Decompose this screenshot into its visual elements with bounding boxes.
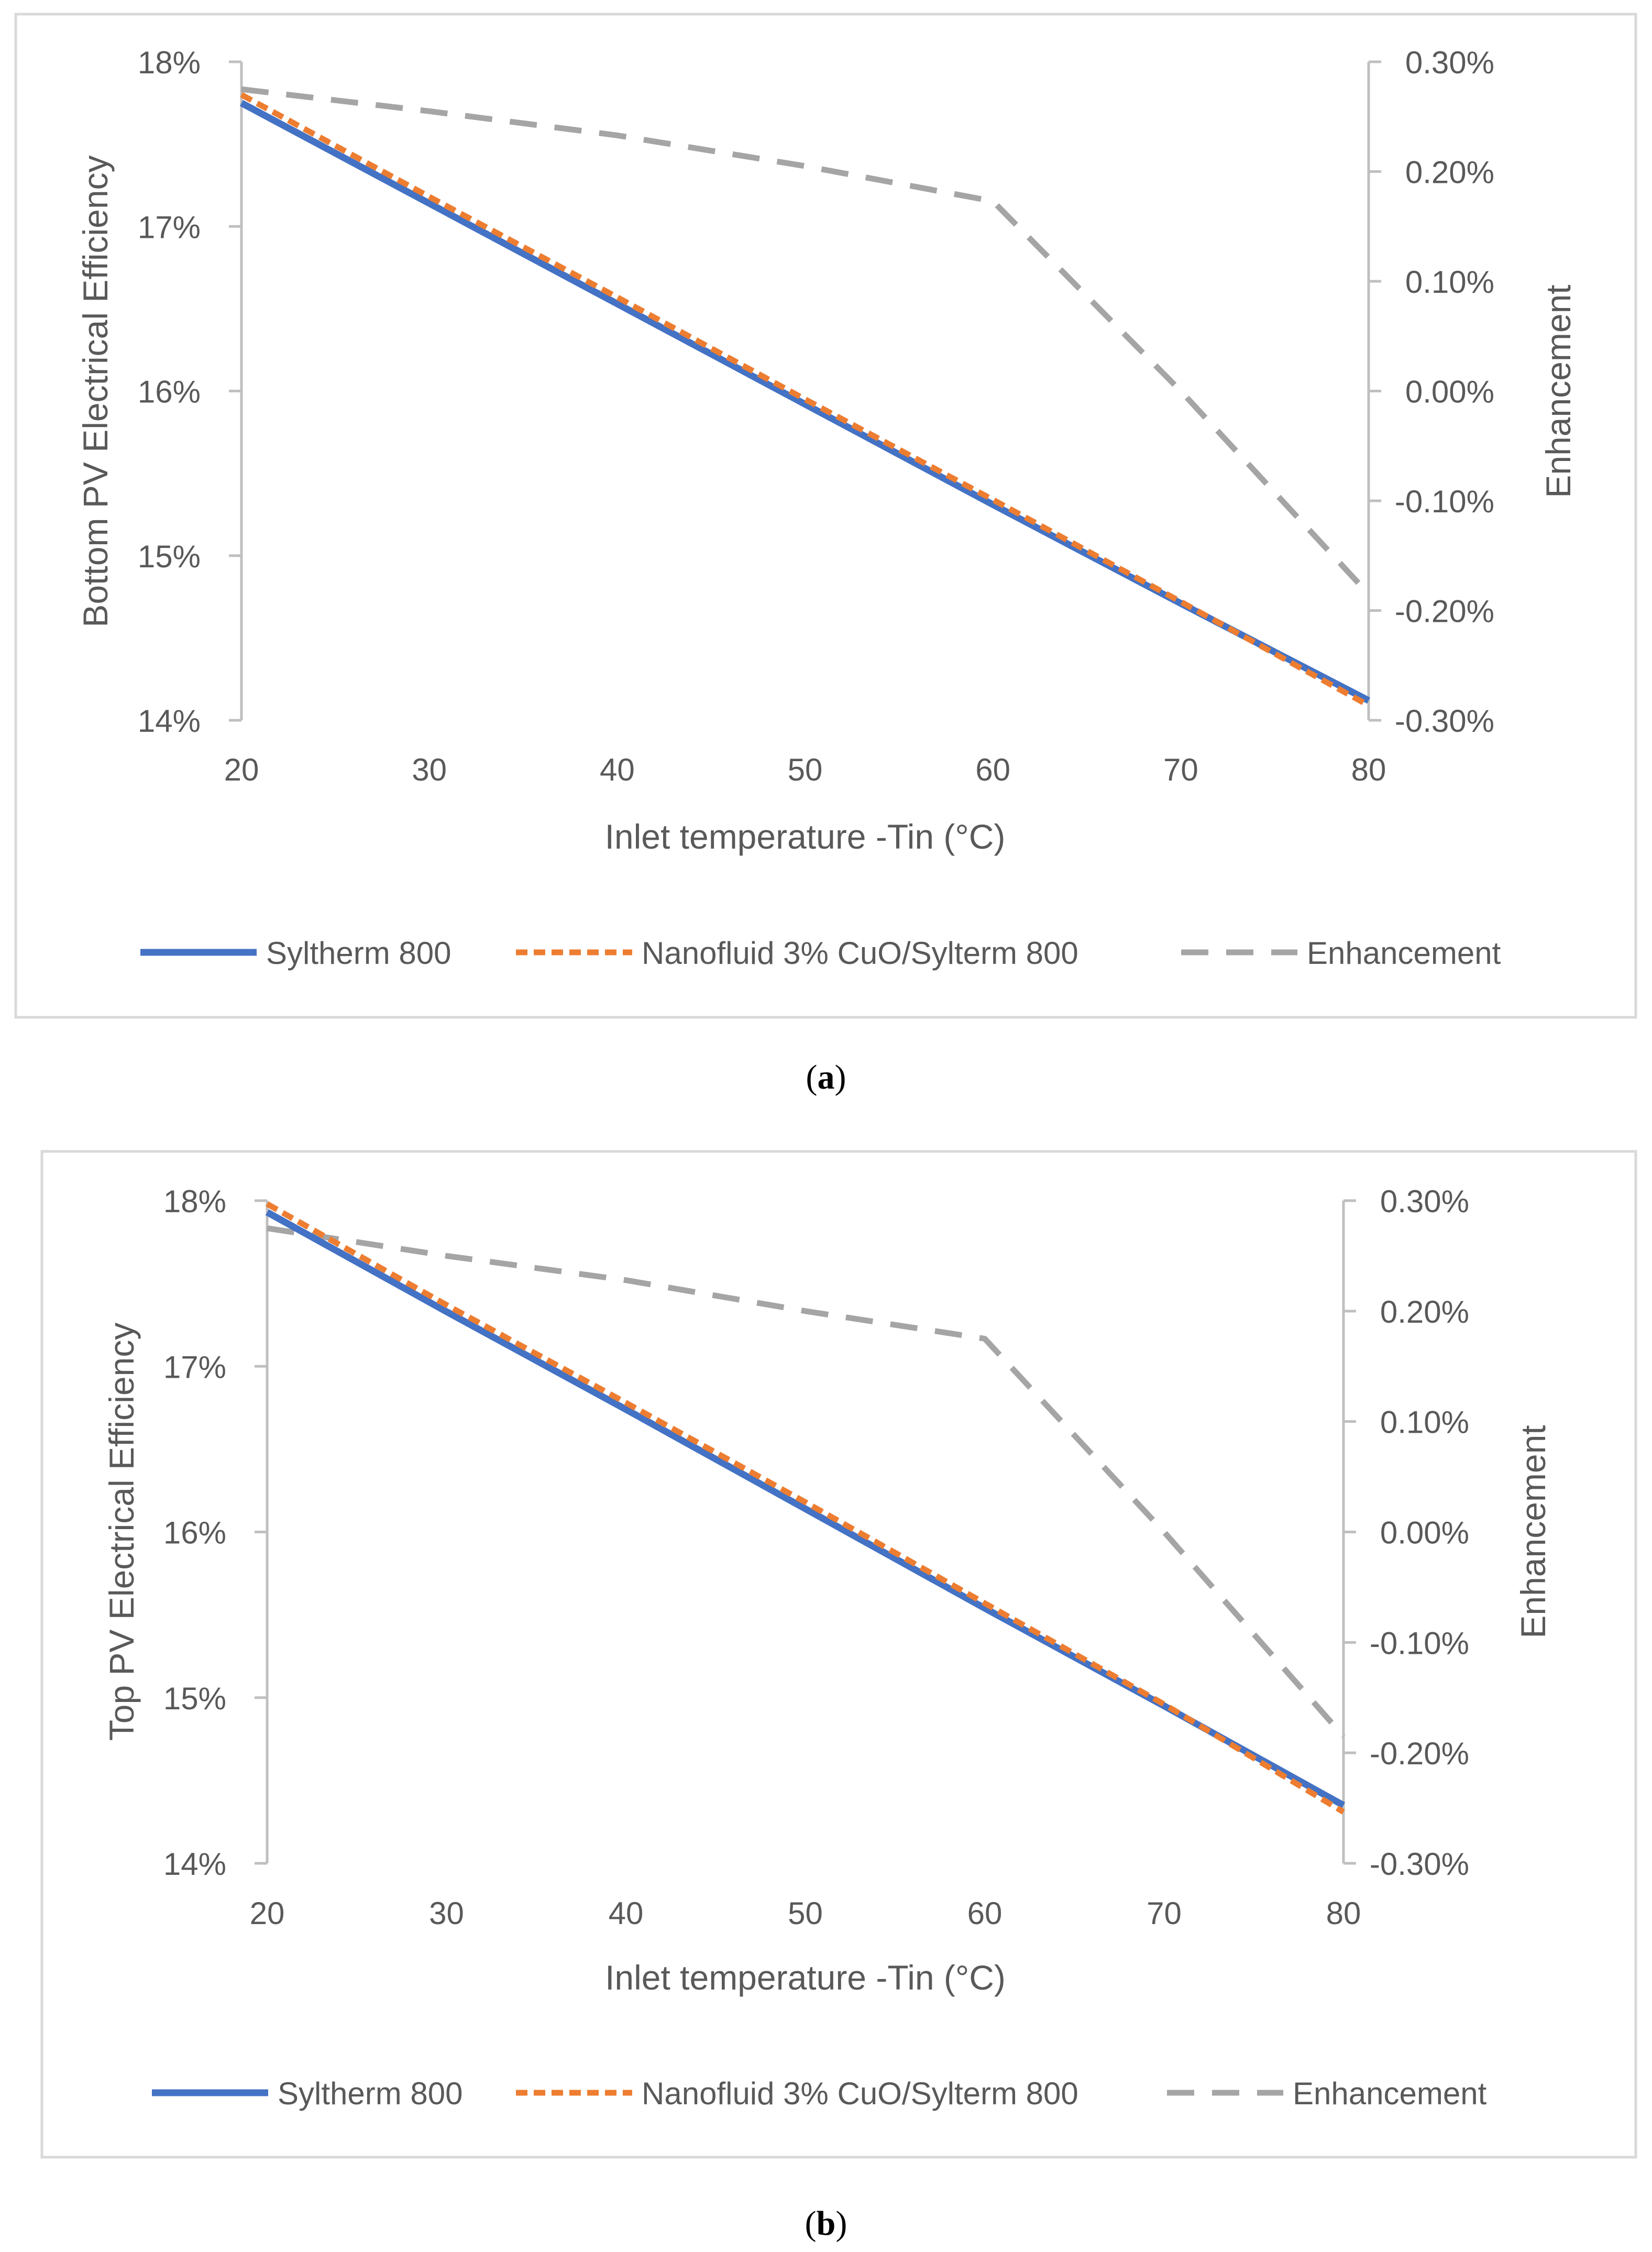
chart-b-x-tick-label: 30: [429, 1896, 464, 1931]
chart-a: 14% 15% 16% 17% 18% -0.30% -0.20% -0.10% 0.00% 0.…: [76, 45, 1578, 971]
chart-a-y2-tick-label: 0.10%: [1405, 265, 1494, 300]
chart-a-x-tick-label: 50: [788, 752, 823, 787]
chart-b-x-tick-label: 50: [788, 1896, 823, 1931]
chart-b-legend-label-syltherm-800: Syltherm 800: [278, 2076, 463, 2111]
chart-b-y2-tick-label: -0.10%: [1370, 1625, 1469, 1661]
chart-b-x-axis-title: Inlet temperature -Tin (°C): [605, 1958, 1006, 1997]
panel-b-caption: (b): [805, 2204, 847, 2243]
chart-b-y-tick-label: 14%: [163, 1847, 226, 1882]
chart-b-y-axis-title: Top PV Electrical Efficiency: [102, 1323, 141, 1741]
chart-a-y2-tick-label: 0.20%: [1405, 155, 1494, 190]
chart-a-x-tick-label: 70: [1163, 752, 1198, 787]
panel-b-frame: [40, 1150, 1637, 2159]
chart-b-series-nanofluid-cuo: [266, 1201, 1345, 1815]
chart-a-y2-tick-label: 0.00%: [1405, 375, 1494, 410]
panel-a-frame: [14, 13, 1637, 1019]
chart-b-y-tick-label: 17%: [163, 1349, 226, 1385]
chart-a-y2-axis-title: Enhancement: [1539, 284, 1578, 498]
chart-a-x-axis-title: Inlet temperature -Tin (°C): [605, 817, 1006, 856]
chart-b: 14% 15% 16% 17% 18% -0.30% -0.20% -0.10% 0.00% 0.…: [102, 1184, 1552, 2111]
chart-b-y2-tick-label: -0.20%: [1370, 1736, 1469, 1771]
chart-b-x-tick-label: 20: [250, 1896, 285, 1931]
chart-b-legend-label-nanofluid-cuo: Nanofluid 3% CuO/Sylterm 800: [642, 2076, 1078, 2111]
chart-a-y2-tick-label: -0.20%: [1395, 594, 1494, 629]
chart-b-series-enhancement: [267, 1225, 1346, 1739]
chart-a-series-nanofluid-cuo: [240, 92, 1370, 708]
chart-b-x-tick-label: 70: [1147, 1896, 1182, 1931]
chart-a-x-tick-label: 20: [224, 752, 259, 787]
chart-b-series-syltherm-800: [265, 1209, 1346, 1808]
chart-b-y-tick-label: 18%: [163, 1184, 226, 1219]
panel-a-caption: (a): [806, 1058, 846, 1096]
chart-b-y2-axis-title: Enhancement: [1514, 1425, 1552, 1638]
chart-a-y2-tick-label: -0.30%: [1395, 704, 1494, 739]
chart-b-x-tick-label: 80: [1326, 1896, 1361, 1931]
chart-a-series-enhancement: [241, 86, 1371, 596]
chart-a-legend-label-nanofluid-cuo: Nanofluid 3% CuO/Sylterm 800: [642, 936, 1078, 971]
chart-b-x-tick-label: 60: [967, 1896, 1003, 1931]
chart-a-y2-tick-label: -0.10%: [1395, 484, 1494, 519]
chart-b-x-tick-label: 40: [609, 1896, 644, 1931]
chart-a-y-tick-label: 16%: [138, 375, 201, 410]
chart-b-legend-label-enhancement: Enhancement: [1293, 2076, 1487, 2111]
chart-a-legend-label-syltherm-800: Syltherm 800: [266, 936, 451, 971]
chart-a-y-tick-label: 15%: [138, 539, 201, 574]
chart-a-y-tick-label: 18%: [138, 45, 201, 80]
chart-a-x-tick-label: 80: [1351, 752, 1386, 787]
chart-a-y-tick-label: 17%: [138, 210, 201, 245]
chart-b-y2-tick-label: 0.20%: [1380, 1294, 1469, 1330]
chart-b-y2-tick-label: 0.30%: [1380, 1184, 1469, 1219]
chart-a-series-syltherm-800: [239, 100, 1370, 704]
chart-a-x-tick-label: 40: [600, 752, 635, 787]
chart-b-y2-tick-label: 0.10%: [1380, 1405, 1469, 1440]
chart-a-y-axis-title: Bottom PV Electrical Efficiency: [76, 155, 115, 627]
chart-b-y2-tick-label: -0.30%: [1370, 1847, 1469, 1882]
chart-b-y-tick-label: 16%: [163, 1515, 226, 1551]
chart-a-legend-label-enhancement: Enhancement: [1307, 936, 1501, 971]
chart-b-y2-tick-label: 0.00%: [1380, 1515, 1469, 1551]
chart-a-x-tick-label: 60: [975, 752, 1010, 787]
chart-a-y2-tick-label: 0.30%: [1405, 45, 1494, 80]
chart-b-y-tick-label: 15%: [163, 1681, 226, 1716]
chart-a-x-tick-label: 30: [412, 752, 447, 787]
chart-a-y-tick-label: 14%: [138, 704, 201, 739]
